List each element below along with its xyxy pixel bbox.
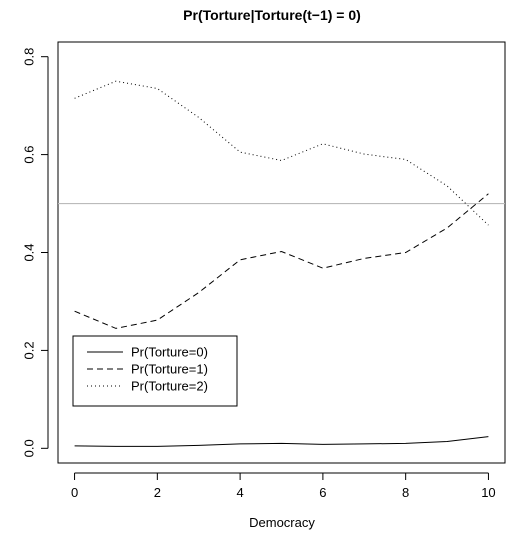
x-tick-label: 4: [236, 485, 243, 500]
legend-label-1: Pr(Torture=1): [131, 362, 208, 377]
x-tick-label: 6: [319, 485, 326, 500]
legend-label-0: Pr(Torture=0): [131, 345, 208, 360]
x-tick-label: 2: [154, 485, 161, 500]
legend-box: [72, 335, 238, 407]
plot-frame: [57, 41, 506, 464]
x-tick-label: 0: [71, 485, 78, 500]
y-tick-label: 0.0: [21, 439, 36, 457]
y-tick-label: 0.4: [21, 243, 36, 261]
legend-label-2: Pr(Torture=2): [131, 379, 208, 394]
chart-title: Pr(Torture|Torture(t−1) = 0): [183, 7, 361, 23]
y-tick-label: 0.2: [21, 341, 36, 359]
x-tick-label: 10: [481, 485, 495, 500]
y-tick-label: 0.6: [21, 146, 36, 164]
x-tick-label: 8: [402, 485, 409, 500]
x-axis-label: Democracy: [249, 515, 315, 530]
series-line-2: [74, 80, 489, 226]
series-line-1: [74, 193, 489, 329]
y-tick-label: 0.8: [21, 48, 36, 66]
series-line-0: [74, 436, 489, 447]
